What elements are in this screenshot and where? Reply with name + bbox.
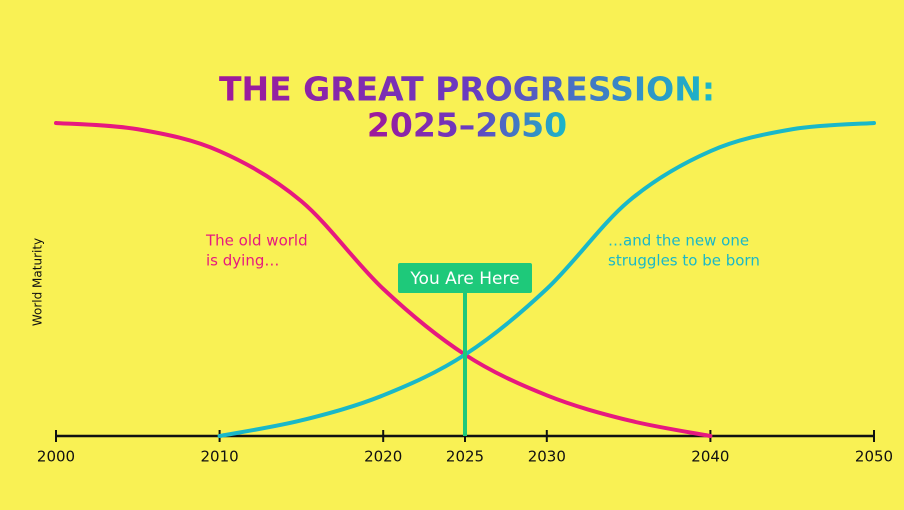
annotation: struggles to be born xyxy=(608,252,760,270)
chart-subtitle: 2025–2050 xyxy=(367,106,567,145)
x-tick-label: 2000 xyxy=(37,448,75,466)
annotation: is dying… xyxy=(206,252,279,270)
series-line xyxy=(54,121,713,438)
x-tick-label: 2040 xyxy=(691,448,729,466)
annotation: …and the new one xyxy=(608,232,749,250)
x-tick-label: 2030 xyxy=(528,448,566,466)
series-line xyxy=(217,121,876,438)
x-tick-label: 2025 xyxy=(446,448,484,466)
x-tick-label: 2010 xyxy=(201,448,239,466)
x-tick-label: 2020 xyxy=(364,448,402,466)
marker-label: You Are Here xyxy=(409,269,519,289)
x-tick-label: 2050 xyxy=(855,448,893,466)
y-axis-label: World Maturity xyxy=(31,238,45,326)
marker-box xyxy=(398,263,532,293)
annotation: The old world xyxy=(205,232,308,250)
chart-title: THE GREAT PROGRESSION: xyxy=(219,70,715,109)
